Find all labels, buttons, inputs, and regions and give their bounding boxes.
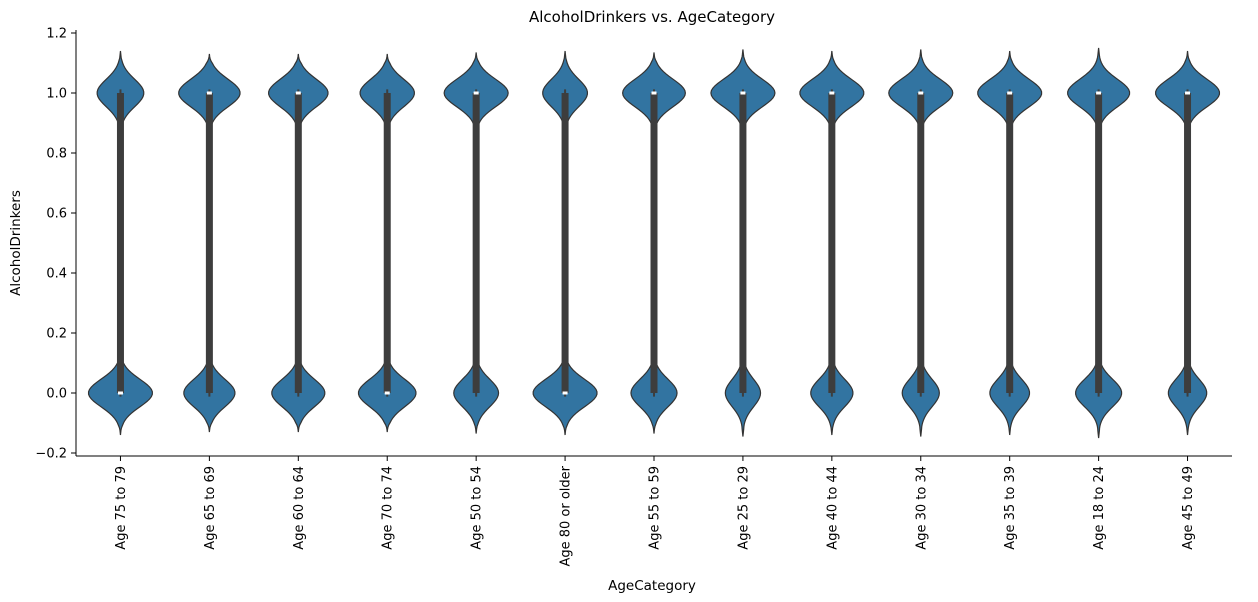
violin-iqr-box bbox=[1006, 93, 1014, 393]
y-tick-label: 0.0 bbox=[46, 387, 67, 402]
violin-median bbox=[206, 91, 212, 95]
x-tick-label: Age 65 to 69 bbox=[203, 466, 218, 550]
violin-iqr-box bbox=[1184, 93, 1192, 393]
violin-iqr-box bbox=[383, 93, 391, 393]
x-tick-label: Age 30 to 34 bbox=[914, 466, 929, 550]
violin-iqr-box bbox=[294, 93, 302, 393]
x-tick-label: Age 80 or older bbox=[559, 465, 574, 566]
x-tick-label: Age 25 to 29 bbox=[736, 466, 751, 550]
violin-median bbox=[473, 91, 479, 95]
violin-median bbox=[562, 391, 568, 395]
y-tick-label: −0.2 bbox=[35, 447, 67, 462]
x-tick-label: Age 55 to 59 bbox=[648, 466, 663, 550]
y-tick-label: 0.8 bbox=[46, 147, 67, 162]
x-axis-title: AgeCategory bbox=[608, 578, 696, 594]
chart-title: AlcoholDrinkers vs. AgeCategory bbox=[529, 8, 775, 26]
y-tick-label: 0.2 bbox=[46, 327, 67, 342]
x-tick-label: Age 45 to 49 bbox=[1181, 466, 1196, 550]
violin-iqr-box bbox=[561, 93, 569, 393]
violin-iqr-box bbox=[1095, 93, 1103, 393]
violin-median bbox=[1185, 91, 1191, 95]
violin-iqr-box bbox=[917, 93, 925, 393]
y-tick-label: 0.4 bbox=[46, 267, 67, 282]
x-tick-label: Age 40 to 44 bbox=[825, 466, 840, 550]
x-ticks: Age 75 to 79 Age 65 to 69 Age 60 to 64 Age … bbox=[114, 456, 1196, 567]
violin-median bbox=[918, 91, 924, 95]
violin-median bbox=[1007, 91, 1013, 95]
x-tick-label: Age 70 to 74 bbox=[381, 466, 396, 550]
violin-median bbox=[1096, 91, 1102, 95]
violin-median bbox=[829, 91, 835, 95]
violin-iqr-box bbox=[116, 93, 124, 393]
x-tick-label: Age 35 to 39 bbox=[1003, 466, 1018, 550]
violin-iqr-box bbox=[472, 93, 480, 393]
violin-iqr-box bbox=[650, 93, 658, 393]
violin-median bbox=[117, 391, 123, 395]
y-axis-title: AlcoholDrinkers bbox=[8, 190, 24, 296]
violin-iqr-box bbox=[739, 93, 747, 393]
y-tick-label: 0.6 bbox=[46, 207, 67, 222]
violin-iqr-box bbox=[828, 93, 836, 393]
plot-area bbox=[87, 47, 1221, 439]
x-tick-label: Age 18 to 24 bbox=[1092, 466, 1107, 550]
y-tick-label: 1.2 bbox=[46, 27, 67, 42]
x-tick-label: Age 60 to 64 bbox=[292, 466, 307, 550]
x-tick-label: Age 75 to 79 bbox=[114, 466, 129, 550]
violin-median bbox=[651, 91, 657, 95]
violin-median bbox=[295, 91, 301, 95]
violin-median bbox=[384, 391, 390, 395]
violin-median bbox=[740, 91, 746, 95]
violin-iqr-box bbox=[205, 93, 213, 393]
y-tick-label: 1.0 bbox=[46, 87, 67, 102]
x-tick-label: Age 50 to 54 bbox=[470, 466, 485, 550]
y-ticks: −0.2 0.0 0.2 0.4 0.6 0.8 1.0 1.2 bbox=[35, 27, 76, 462]
